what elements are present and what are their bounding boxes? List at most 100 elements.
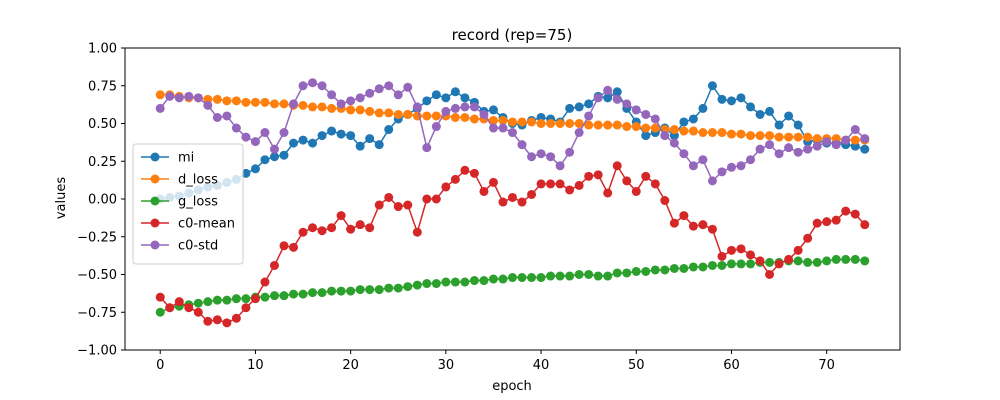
data-point-c0-std [203,100,213,110]
data-point-d_loss [603,120,613,130]
data-point-d_loss [631,122,641,132]
data-point-c0-std [441,106,451,116]
data-point-d_loss [717,128,727,138]
data-point-d_loss [260,97,270,107]
data-point-g_loss [289,289,299,299]
data-point-c0-mean [308,223,318,233]
data-point-c0-mean [355,220,365,230]
data-point-g_loss [355,285,365,295]
data-point-d_loss [403,109,413,119]
data-point-c0-std [717,167,727,177]
data-point-c0-std [793,147,803,157]
data-point-c0-std [755,144,765,154]
data-point-g_loss [765,257,775,267]
data-point-c0-std [346,96,356,106]
data-point-d_loss [726,129,736,139]
data-point-c0-std [784,143,794,153]
data-point-c0-std [536,149,546,159]
data-point-mi [279,150,289,160]
data-point-c0-std [355,93,365,103]
data-point-g_loss [612,268,622,278]
data-point-d_loss [565,119,575,128]
data-point-g_loss [336,286,346,296]
data-point-g_loss [469,276,479,286]
legend-label: c0-std [178,239,218,254]
data-point-mi [603,93,613,103]
data-point-g_loss [736,259,746,269]
data-point-g_loss [212,295,222,305]
legend-swatch-marker [150,152,160,162]
data-point-mi [355,141,365,151]
data-point-g_loss [793,256,803,266]
data-point-c0-mean [184,303,194,313]
data-point-g_loss [650,265,660,275]
legend-box [132,143,244,265]
data-point-g_loss [822,256,832,266]
data-point-d_loss [641,123,651,133]
data-point-g_loss [241,294,251,304]
data-point-c0-std [184,91,194,101]
data-point-g_loss [565,271,575,281]
data-point-c0-std [289,99,299,109]
data-point-c0-mean [488,177,498,187]
data-point-mi [746,102,756,112]
data-point-c0-std [298,81,308,91]
data-point-g_loss [260,292,270,302]
data-point-mi [450,87,460,97]
data-point-c0-std [726,162,736,172]
data-point-d_loss [755,131,765,141]
data-point-d_loss [517,117,527,127]
data-point-d_loss [574,119,584,128]
data-point-c0-std [736,161,746,171]
data-point-mi [250,164,260,174]
data-point-d_loss [498,115,508,125]
data-point-c0-mean [498,197,508,207]
data-point-c0-mean [707,224,717,234]
data-point-c0-std [488,123,498,133]
data-point-mi [317,131,327,141]
data-point-d_loss [222,96,232,106]
data-point-mi [308,138,318,148]
data-point-c0-std [431,122,441,132]
data-point-g_loss [298,289,308,299]
data-point-mi [726,96,736,106]
data-point-c0-std [584,111,594,121]
data-point-d_loss [317,102,327,112]
data-point-mi [612,87,622,97]
data-point-c0-mean [479,186,489,196]
data-point-d_loss [488,115,498,125]
data-point-c0-mean [755,256,765,266]
data-point-c0-mean [860,220,870,230]
data-point-d_loss [536,119,546,128]
data-point-c0-std [641,109,651,119]
data-point-c0-std [707,176,717,186]
data-point-g_loss [193,298,203,308]
data-point-g_loss [669,263,679,273]
data-point-c0-mean [279,241,289,251]
data-point-d_loss [612,120,622,130]
data-point-g_loss [546,271,556,281]
y-tick-label: 1.00 [88,42,117,57]
data-point-c0-std [555,161,565,171]
data-point-c0-mean [660,196,670,206]
data-point-c0-mean [441,182,451,192]
data-point-mi [260,155,270,165]
data-point-d_loss [746,131,756,141]
data-point-c0-mean [603,188,613,198]
data-point-g_loss [603,271,613,281]
data-point-g_loss [850,254,860,264]
data-point-c0-std [765,140,775,150]
data-point-c0-std [517,140,527,150]
data-point-c0-mean [812,218,822,228]
data-point-c0-mean [698,220,708,230]
data-point-g_loss [860,256,870,266]
data-point-g_loss [279,291,289,301]
data-point-mi [431,90,441,100]
data-point-d_loss [555,119,565,128]
data-point-d_loss [650,123,660,133]
data-point-d_loss [584,120,594,130]
data-point-c0-std [822,137,832,147]
data-point-d_loss [527,117,537,127]
data-point-c0-mean [174,297,184,307]
x-tick-label: 60 [723,358,740,373]
